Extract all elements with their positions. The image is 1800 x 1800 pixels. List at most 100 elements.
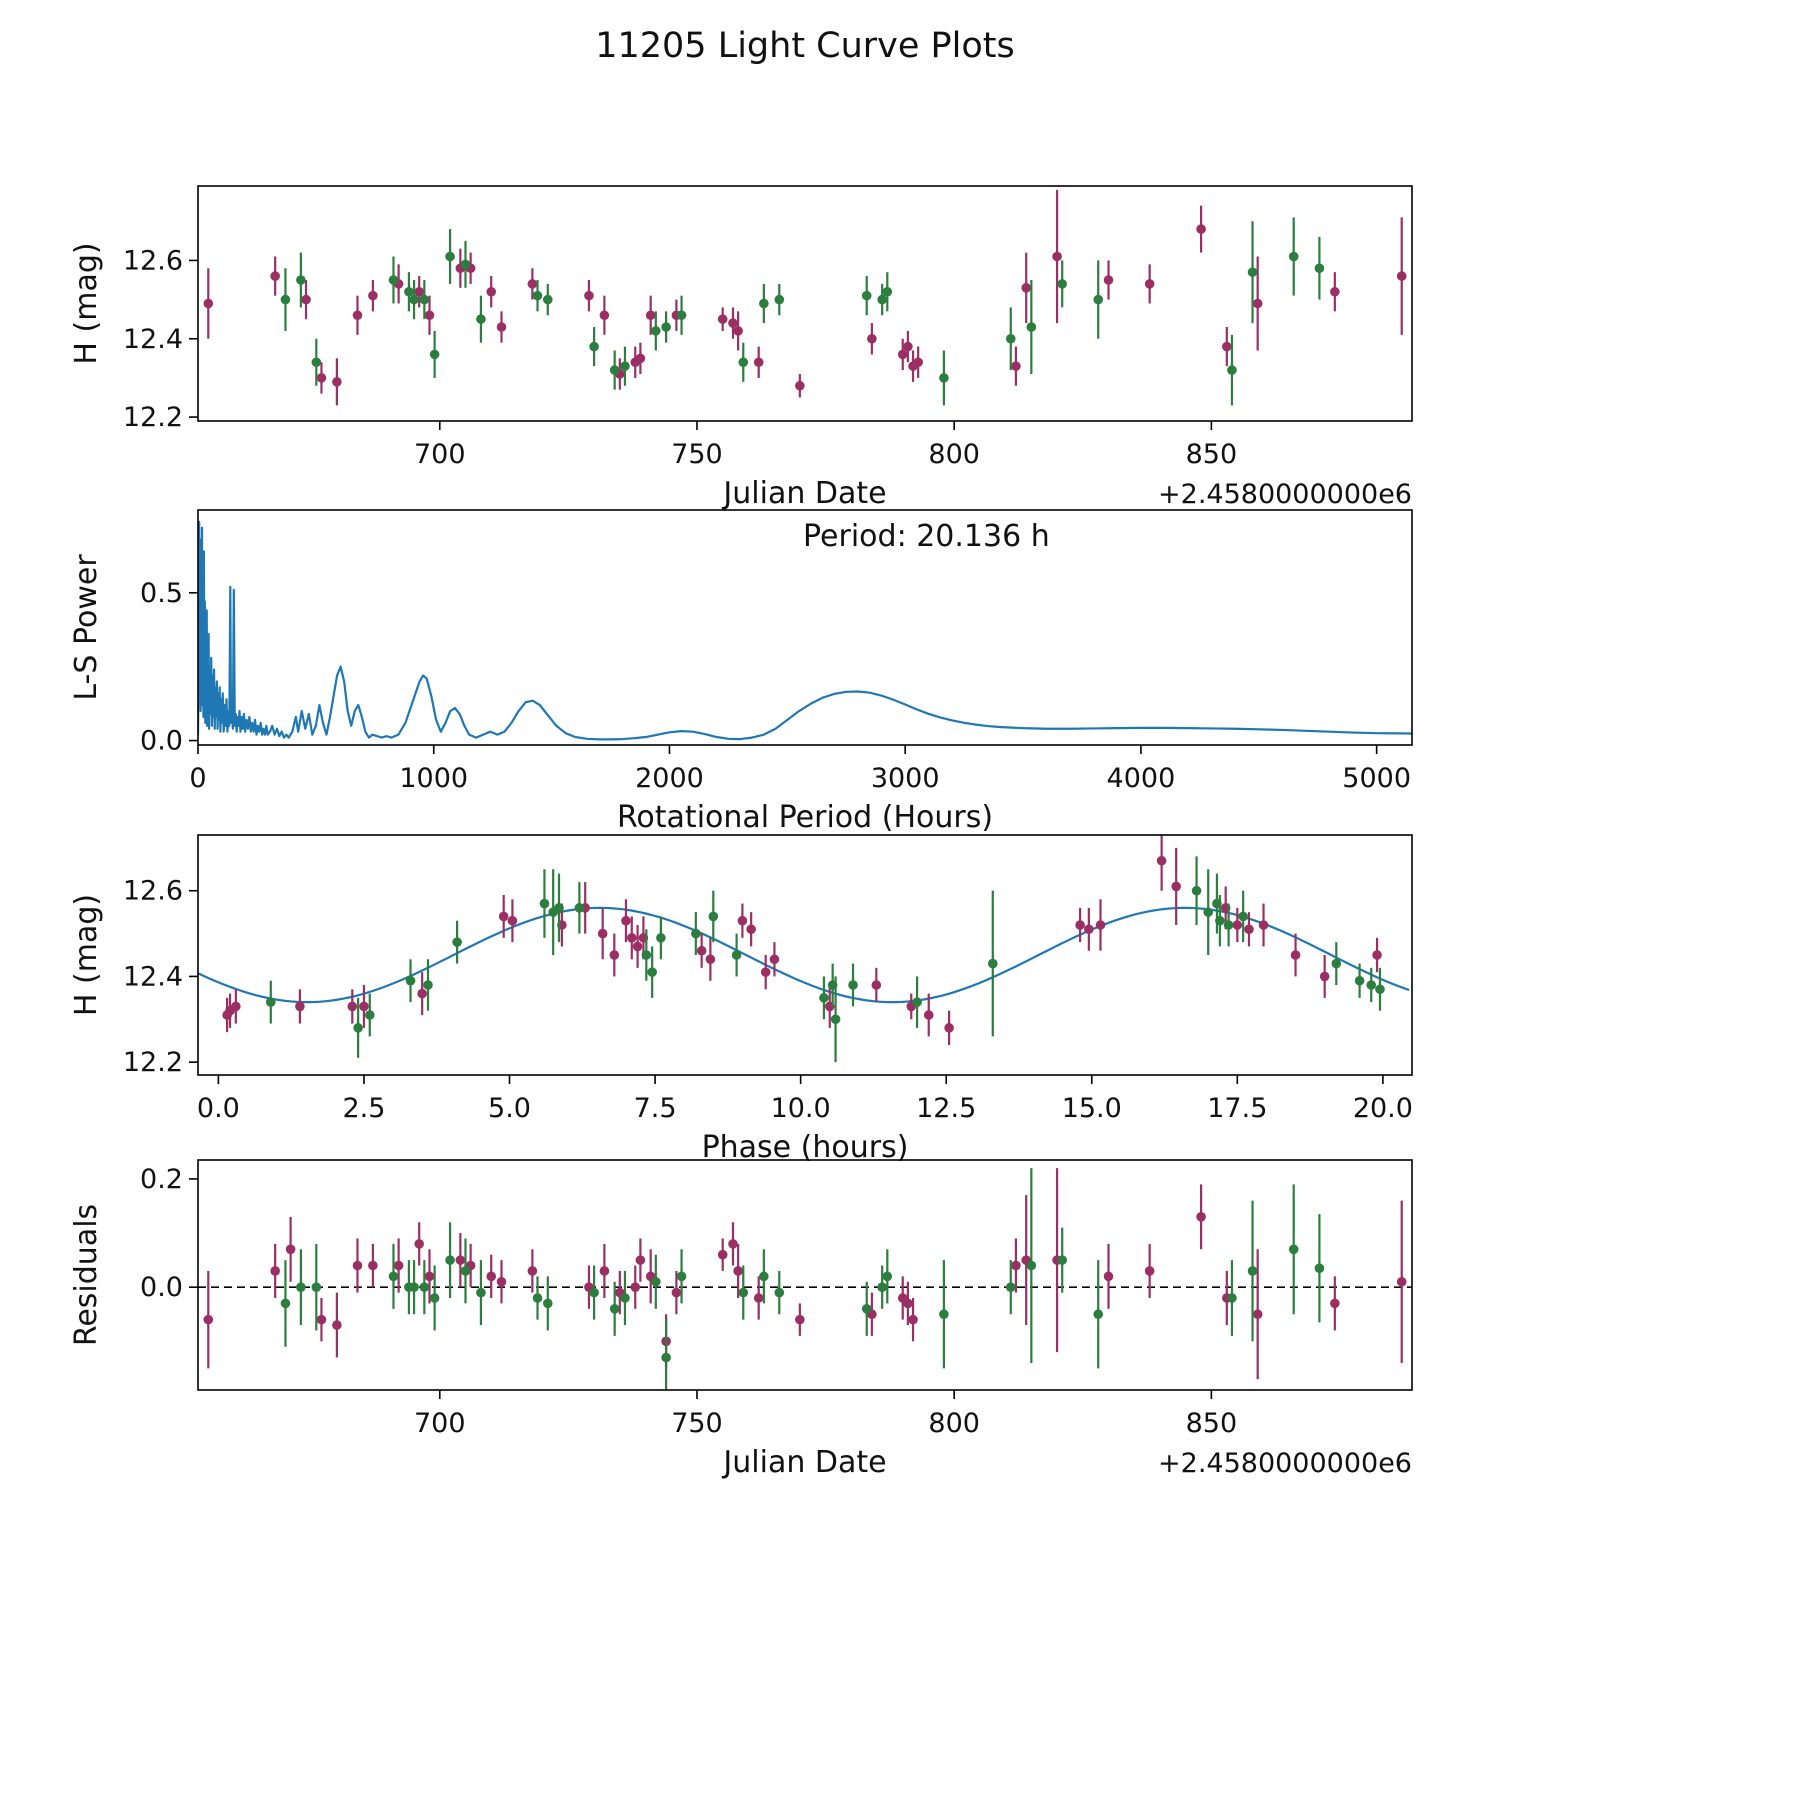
data-point	[429, 349, 440, 360]
data-point	[1144, 279, 1155, 289]
data-point	[460, 259, 471, 270]
x-tick-label: 850	[1186, 1408, 1238, 1439]
data-point	[1238, 911, 1248, 922]
panel-phased: 0.0 2.5 5.0 7.5 10.0 12.5 15.0 17.5 20.0 12.2 12.4…	[69, 834, 1413, 1165]
period-annotation: Period: 20.136 h	[803, 519, 1050, 554]
series-observations-set-1	[203, 189, 1407, 406]
data-point	[819, 993, 829, 1003]
data-point	[1330, 1298, 1340, 1309]
data-point	[717, 314, 728, 324]
data-point	[368, 1260, 378, 1271]
data-point	[830, 1014, 841, 1025]
data-point	[676, 1271, 687, 1282]
data-point	[1396, 1276, 1407, 1287]
data-point	[532, 290, 543, 301]
data-point	[759, 1271, 769, 1282]
data-point	[1057, 1255, 1068, 1265]
data-point	[737, 915, 748, 926]
data-point	[882, 1271, 893, 1282]
y-tick-label: 12.2	[123, 1047, 183, 1078]
data-point	[647, 967, 657, 977]
data-point	[1196, 1212, 1206, 1222]
data-point	[388, 1271, 399, 1282]
data-point	[409, 294, 419, 305]
x-tick-label: 4000	[1107, 763, 1176, 794]
data-point	[203, 1314, 214, 1325]
data-point	[609, 1304, 620, 1314]
data-point	[405, 975, 416, 986]
data-point	[759, 298, 769, 309]
data-point	[280, 1298, 291, 1309]
data-point	[423, 980, 433, 990]
data-point	[296, 275, 306, 285]
data-point	[1103, 1271, 1114, 1282]
x-tick-label: 2000	[635, 763, 704, 794]
x-tick-label: 750	[671, 439, 723, 470]
data-point	[1026, 322, 1037, 332]
data-point	[635, 353, 646, 364]
y-axis-label: Residuals	[69, 1204, 104, 1346]
axes-frame	[197, 1159, 1413, 1391]
figure-title: 11205 Light Curve Plots	[595, 26, 1015, 66]
series-phased-set-2	[265, 856, 1385, 1063]
data-point	[404, 286, 414, 297]
data-point	[1011, 1260, 1021, 1271]
data-point	[691, 928, 701, 939]
y-tick-label: 12.6	[123, 876, 183, 907]
data-point	[728, 1239, 738, 1249]
data-point	[1011, 361, 1021, 371]
data-point	[589, 1287, 599, 1298]
data-point	[1372, 950, 1382, 960]
data-point	[913, 357, 923, 368]
data-point	[897, 349, 908, 360]
data-point	[574, 903, 585, 913]
data-point	[368, 290, 378, 301]
data-point	[359, 1001, 369, 1012]
data-point	[1005, 333, 1016, 344]
data-point	[733, 326, 743, 336]
x-tick-label: 850	[1186, 439, 1238, 470]
data-point	[452, 937, 462, 947]
data-point	[1103, 275, 1114, 285]
data-point	[760, 967, 771, 977]
data-point	[774, 1287, 785, 1298]
data-point	[733, 1266, 743, 1276]
data-point	[445, 1255, 455, 1265]
data-point	[621, 915, 631, 926]
data-point	[705, 954, 716, 965]
data-point	[861, 1304, 872, 1314]
data-point	[476, 314, 486, 324]
data-point	[1093, 294, 1104, 305]
data-point	[753, 357, 764, 368]
data-point	[1223, 920, 1234, 930]
data-point	[661, 322, 671, 332]
data-point	[635, 1255, 646, 1265]
data-point	[364, 1010, 375, 1020]
x-tick-label: 800	[928, 1408, 980, 1439]
data-point	[620, 1293, 630, 1303]
data-point	[1288, 251, 1299, 262]
data-point	[1354, 975, 1365, 986]
y-tick-label: 0.0	[140, 726, 183, 757]
data-point	[671, 1287, 682, 1298]
y-tick-label: 0.0	[140, 1272, 183, 1303]
data-point	[1057, 279, 1068, 289]
data-point	[1290, 950, 1301, 960]
x-tick-label: 700	[414, 1408, 466, 1439]
y-axis-label: H (mag)	[69, 894, 104, 1016]
data-point	[1330, 286, 1340, 297]
data-point	[1095, 920, 1106, 930]
data-point	[270, 1266, 280, 1276]
x-tick-label: 2.5	[342, 1093, 385, 1124]
data-point	[630, 1282, 641, 1292]
data-point	[316, 1314, 327, 1325]
x-tick-label: 7.5	[634, 1093, 677, 1124]
series-residuals-set-2	[280, 1168, 1325, 1390]
data-point	[738, 1287, 749, 1298]
data-point	[539, 898, 550, 909]
data-point	[848, 980, 858, 990]
x-tick-label: 15.0	[1062, 1093, 1122, 1124]
data-point	[908, 1314, 918, 1325]
plot-area-periodogram	[198, 520, 1412, 741]
